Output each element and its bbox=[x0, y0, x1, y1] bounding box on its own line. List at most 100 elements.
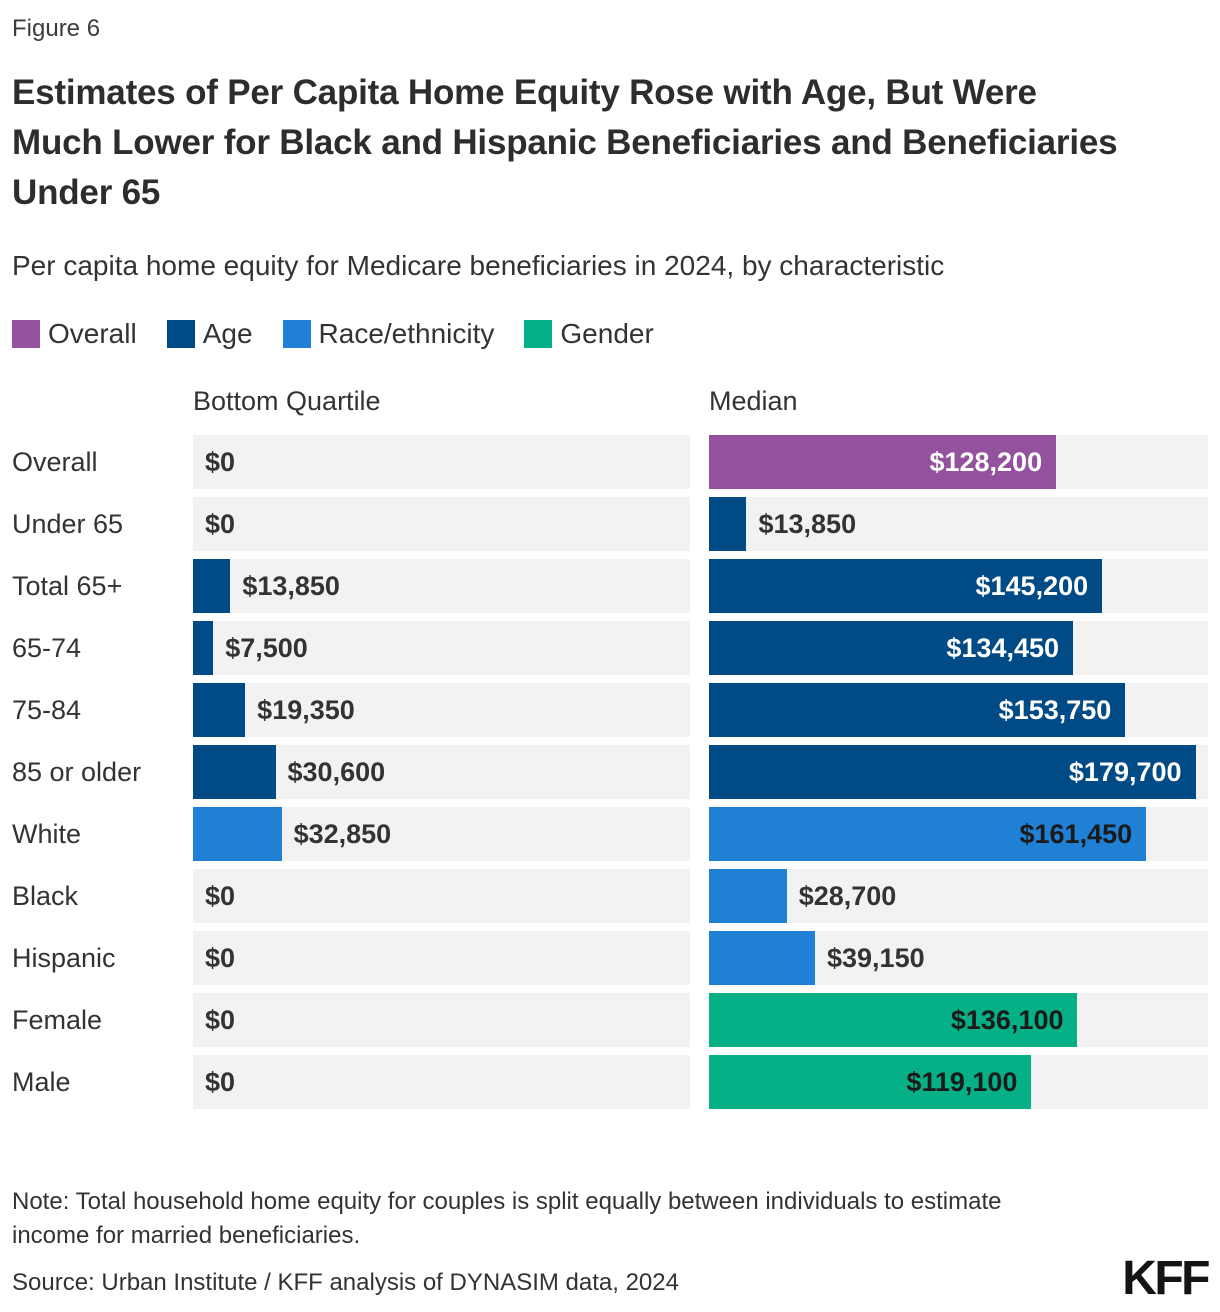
bar-track: $134,450 bbox=[709, 621, 1208, 675]
bar[interactable] bbox=[709, 869, 787, 923]
bar[interactable] bbox=[193, 683, 246, 737]
legend-item-overall[interactable]: Overall bbox=[12, 318, 137, 350]
bar[interactable] bbox=[193, 745, 276, 799]
chart-row: Female $0 $136,100 bbox=[12, 993, 1208, 1047]
bar[interactable]: $153,750 bbox=[709, 683, 1126, 737]
chart-row: Under 65 $0 $13,850 bbox=[12, 497, 1208, 551]
bar-value-label: $153,750 bbox=[998, 694, 1112, 725]
bar-value-label: $179,700 bbox=[1068, 756, 1182, 787]
legend-item-race-ethnicity[interactable]: Race/ethnicity bbox=[282, 318, 495, 350]
bar-value-label: $30,600 bbox=[287, 756, 386, 787]
chart-row: Overall $0 $128,200 bbox=[12, 435, 1208, 489]
legend-item-age[interactable]: Age bbox=[166, 318, 253, 350]
column-header-bottom-quartile: Bottom Quartile bbox=[193, 386, 381, 416]
bar[interactable] bbox=[193, 621, 214, 675]
legend-swatch-icon bbox=[166, 320, 195, 348]
legend-swatch-icon bbox=[524, 320, 553, 348]
chart-row: Total 65+ $13,850 $145,200 bbox=[12, 559, 1208, 613]
chart-row: Male $0 $119,100 bbox=[12, 1055, 1208, 1109]
bar-value-label: $13,850 bbox=[758, 508, 857, 539]
bar-value-label: $128,200 bbox=[929, 446, 1043, 477]
bar-value-label: $0 bbox=[205, 508, 236, 539]
bar-track: $161,450 bbox=[709, 807, 1208, 861]
bar-value-label: $19,350 bbox=[257, 694, 355, 725]
bar[interactable]: $145,200 bbox=[709, 559, 1103, 613]
chart-subtitle: Per capita home equity for Medicare bene… bbox=[12, 250, 945, 281]
source-text: Source: Urban Institute / KFF analysis o… bbox=[12, 1268, 679, 1296]
row-label: White bbox=[12, 818, 82, 849]
bar-track: $19,350 bbox=[193, 683, 690, 737]
bar-track: $119,100 bbox=[709, 1055, 1208, 1109]
legend-swatch-icon bbox=[282, 320, 311, 348]
row-label: Black bbox=[12, 880, 79, 911]
legend-item-label: Overall bbox=[48, 318, 137, 349]
bar[interactable] bbox=[709, 497, 747, 551]
column-headers: Bottom Quartile Median bbox=[12, 386, 1208, 416]
bar-track: $0 bbox=[193, 1055, 690, 1109]
bar-track: $179,700 bbox=[709, 745, 1208, 799]
row-label: 85 or older bbox=[12, 756, 142, 787]
chart-row: Hispanic $0 $39,150 bbox=[12, 931, 1208, 985]
bar-value-label: $145,200 bbox=[975, 570, 1089, 601]
row-label: Female bbox=[12, 1004, 103, 1035]
chart-row: 75-84 $19,350 $153,750 bbox=[12, 683, 1208, 737]
bar-track: $0 bbox=[193, 993, 690, 1047]
bar-track: $0 bbox=[193, 931, 690, 985]
bar-track: $30,600 bbox=[193, 745, 690, 799]
row-label: Hispanic bbox=[12, 942, 116, 973]
bar-track: $136,100 bbox=[709, 993, 1208, 1047]
bar-value-label: $0 bbox=[205, 880, 236, 911]
legend-item-label: Gender bbox=[560, 318, 654, 349]
legend: Overall Age Race/ethnicity Gender bbox=[12, 318, 1208, 350]
bar-track: $145,200 bbox=[709, 559, 1208, 613]
bar[interactable]: $119,100 bbox=[709, 1055, 1032, 1109]
bar-track: $39,150 bbox=[709, 931, 1208, 985]
legend-item-label: Race/ethnicity bbox=[318, 318, 495, 349]
figure-label: Figure 6 bbox=[12, 15, 101, 42]
chart-row: 65-74 $7,500 $134,450 bbox=[12, 621, 1208, 675]
bar[interactable]: $161,450 bbox=[709, 807, 1147, 861]
column-gap bbox=[690, 386, 709, 416]
bar-track: $28,700 bbox=[709, 869, 1208, 923]
bar[interactable]: $136,100 bbox=[709, 993, 1078, 1047]
bar-value-label: $39,150 bbox=[827, 942, 925, 973]
legend-swatch-icon bbox=[12, 320, 40, 348]
chart-rows: Overall $0 $128,200 Under 65 $0 $13,850 Total … bbox=[12, 435, 1208, 1109]
bar[interactable] bbox=[193, 559, 231, 613]
legend-item-gender[interactable]: Gender bbox=[524, 318, 654, 350]
row-label: 65-74 bbox=[12, 632, 82, 663]
bar-value-label: $134,450 bbox=[946, 632, 1060, 663]
bar-track: $153,750 bbox=[709, 683, 1208, 737]
bar[interactable]: $179,700 bbox=[709, 745, 1196, 799]
note-text: Note: Total household home equity for co… bbox=[12, 1188, 1002, 1249]
column-header-median: Median bbox=[709, 386, 798, 416]
bar-track: $7,500 bbox=[193, 621, 690, 675]
bar-track: $0 bbox=[193, 869, 690, 923]
bar-value-label: $0 bbox=[205, 942, 236, 973]
bar-track: $13,850 bbox=[193, 559, 690, 613]
bar-track: $13,850 bbox=[709, 497, 1208, 551]
bar-track: $0 bbox=[193, 497, 690, 551]
source-row: Source: Urban Institute / KFF analysis o… bbox=[12, 1252, 1210, 1305]
bar[interactable]: $134,450 bbox=[709, 621, 1074, 675]
chart-row: Black $0 $28,700 bbox=[12, 869, 1208, 923]
bar-track: $0 bbox=[193, 435, 690, 489]
bar-value-label: $136,100 bbox=[950, 1004, 1064, 1035]
bar[interactable] bbox=[193, 807, 282, 861]
bar-value-label: $0 bbox=[205, 1066, 236, 1097]
bar-value-label: $161,450 bbox=[1019, 818, 1133, 849]
row-label: 75-84 bbox=[12, 694, 82, 725]
row-label: Under 65 bbox=[12, 508, 124, 539]
row-label: Overall bbox=[12, 446, 98, 477]
bar-value-label: $0 bbox=[205, 446, 236, 477]
bar[interactable]: $128,200 bbox=[709, 435, 1057, 489]
chart-row: 85 or older $30,600 $179,700 bbox=[12, 745, 1208, 799]
bar-value-label: $28,700 bbox=[798, 880, 897, 911]
row-label: Total 65+ bbox=[12, 570, 123, 601]
kff-logo: KFF bbox=[1122, 1252, 1210, 1305]
bar-value-label: $119,100 bbox=[906, 1066, 1018, 1097]
bar-track: $128,200 bbox=[709, 435, 1208, 489]
bar[interactable] bbox=[709, 931, 815, 985]
bar-track: $32,850 bbox=[193, 807, 690, 861]
